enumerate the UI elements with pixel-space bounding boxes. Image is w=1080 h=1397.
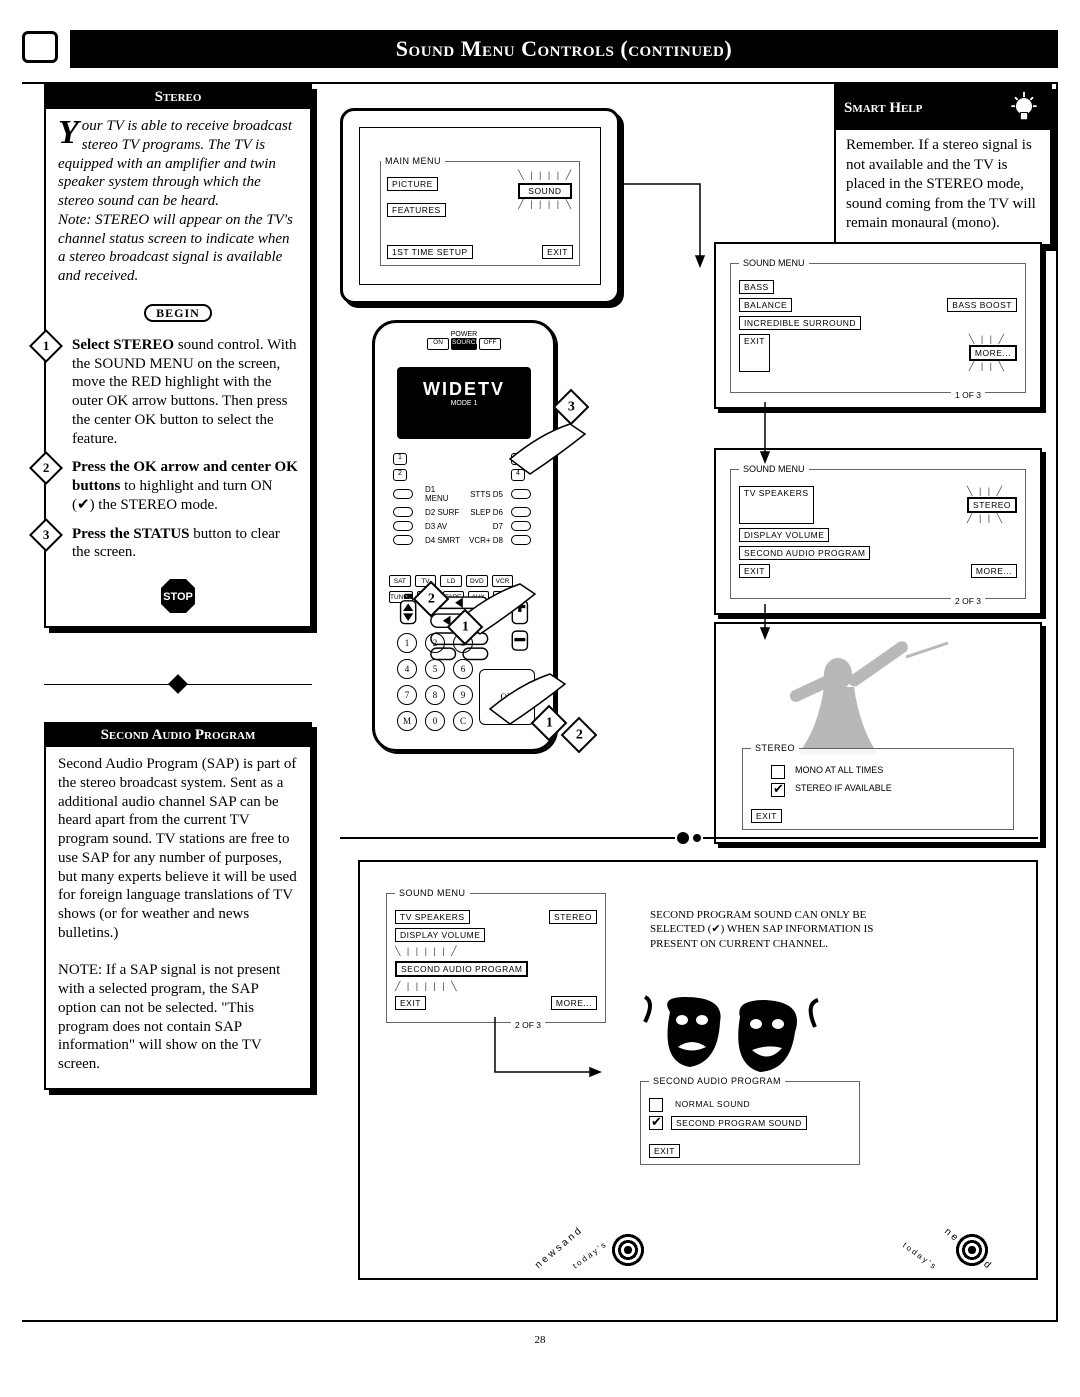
svg-text:CH: CH xyxy=(404,594,412,600)
step-2-marker: 2 xyxy=(29,451,63,485)
osd-sound-menu-2: SOUND MENU TV SPEAKERS ╲ | | ╱STEREO╱ | … xyxy=(714,448,1042,615)
target-icon xyxy=(610,1232,646,1268)
page-number: 28 xyxy=(22,1334,1058,1346)
step-3-marker: 3 xyxy=(29,518,63,552)
checkbox-mono xyxy=(771,765,785,779)
target-icon xyxy=(954,1232,990,1268)
begin-label: BEGIN xyxy=(46,306,310,322)
sap-header: Second Audio Program xyxy=(46,724,310,747)
arrow-icon xyxy=(490,1012,610,1112)
stereo-intro: our TV is able to receive broadcast ster… xyxy=(58,118,292,209)
checkbox-stereo xyxy=(771,783,785,797)
svg-text:STOP: STOP xyxy=(163,591,193,603)
step-1-marker: 1 xyxy=(29,329,63,363)
sap-para1: Second Audio Program (SAP) is part of th… xyxy=(58,756,297,941)
tv-icon xyxy=(22,31,58,63)
tv-main-menu: MAIN MENU PICTURE ╲ | | | | ╱ SOUND ╱ | … xyxy=(340,108,620,304)
sap-para2: NOTE: If a SAP signal is not present wit… xyxy=(58,962,280,1072)
sap-diagram: SOUND MENU TV SPEAKERSSTEREO DISPLAY VOL… xyxy=(358,860,1038,1280)
stereo-header: Stereo xyxy=(46,86,310,109)
ornate-divider xyxy=(44,684,312,694)
osd-sound-menu-1: SOUND MENU BASS BALANCEBASS BOOST INCRED… xyxy=(714,242,1042,409)
sap-section: Second Audio Program Second Audio Progra… xyxy=(44,722,312,1090)
stereo-note: Note: STEREO will appear on the TV's cha… xyxy=(58,212,293,284)
section-divider xyxy=(340,832,1038,844)
hand-icon-3 xyxy=(500,414,590,494)
page-title: Sound Menu Controls (continued) xyxy=(70,30,1058,68)
stop-icon: STOP xyxy=(46,576,310,616)
stereo-section: Stereo Your TV is able to receive broadc… xyxy=(44,84,312,628)
osd-stereo: STEREO MONO AT ALL TIMES STEREO IF AVAIL… xyxy=(714,622,1042,844)
sap-warning: SECOND PROGRAM SOUND CAN ONLY BE SELECTE… xyxy=(650,908,900,951)
